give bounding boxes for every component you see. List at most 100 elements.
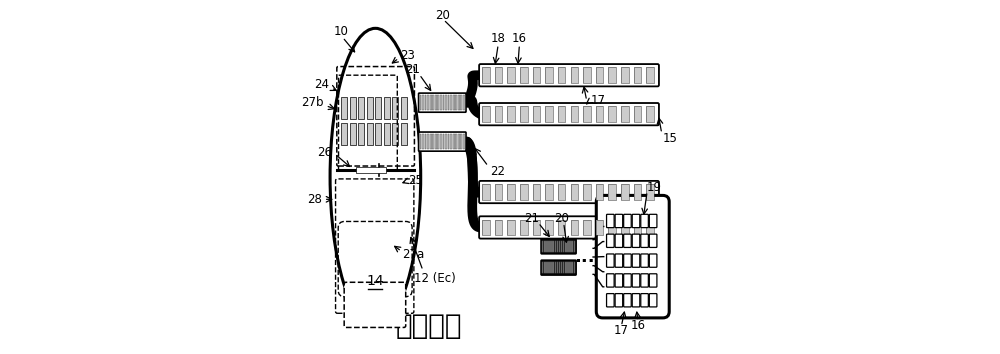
Bar [448, 95, 449, 110]
Bar [608, 106, 616, 122]
Bar [455, 134, 457, 149]
FancyBboxPatch shape [615, 214, 623, 228]
Bar [437, 134, 439, 149]
Bar [571, 241, 573, 252]
Bar [583, 219, 591, 235]
Bar [634, 184, 641, 200]
Text: 12 (Ec): 12 (Ec) [414, 272, 456, 285]
FancyBboxPatch shape [344, 282, 406, 327]
Text: 19: 19 [646, 181, 661, 194]
Bar [533, 106, 540, 122]
Bar [482, 219, 490, 235]
FancyBboxPatch shape [607, 234, 614, 247]
FancyBboxPatch shape [479, 64, 659, 86]
Bar [542, 262, 543, 273]
FancyBboxPatch shape [615, 293, 623, 307]
Bar [427, 95, 429, 110]
Bar [621, 219, 629, 235]
Bar [567, 262, 569, 273]
Bar [507, 219, 515, 235]
Bar [443, 95, 444, 110]
Bar [533, 67, 540, 83]
Bar [458, 134, 460, 149]
Bar [458, 134, 460, 149]
Bar [440, 134, 442, 149]
Bar [548, 262, 550, 273]
Bar [545, 184, 553, 200]
Bar [583, 67, 591, 83]
FancyBboxPatch shape [641, 234, 648, 247]
Bar [533, 106, 540, 122]
Bar [425, 95, 426, 110]
FancyBboxPatch shape [419, 93, 466, 112]
Bar [350, 97, 356, 119]
Text: 10: 10 [334, 25, 348, 38]
Bar [443, 95, 444, 110]
Bar [583, 106, 591, 122]
Bar [427, 134, 429, 149]
Bar [646, 184, 654, 200]
Bar [440, 95, 442, 110]
Bar [583, 184, 591, 200]
Bar [569, 241, 571, 252]
Bar [574, 262, 575, 273]
Text: 21: 21 [405, 63, 420, 75]
Bar [561, 262, 562, 273]
Bar [557, 241, 558, 252]
Bar [430, 134, 432, 149]
FancyBboxPatch shape [632, 293, 640, 307]
Bar [482, 219, 490, 235]
Bar [460, 95, 462, 110]
Text: 24: 24 [314, 78, 329, 91]
FancyBboxPatch shape [641, 274, 648, 287]
Bar [634, 219, 641, 235]
Bar [621, 106, 629, 122]
Bar [455, 95, 457, 110]
Bar [463, 95, 465, 110]
FancyBboxPatch shape [632, 234, 640, 247]
Bar [463, 134, 465, 149]
Bar [596, 184, 603, 200]
Bar [608, 106, 616, 122]
Bar [453, 134, 455, 149]
Bar [544, 241, 546, 252]
Bar [435, 134, 437, 149]
Bar [520, 106, 528, 122]
Bar [358, 123, 364, 145]
Bar [507, 106, 515, 122]
Bar [596, 219, 603, 235]
Bar [634, 67, 641, 83]
Bar [533, 219, 540, 235]
Bar [422, 134, 424, 149]
Bar [559, 262, 560, 273]
FancyBboxPatch shape [649, 254, 657, 267]
Bar [571, 262, 573, 273]
Bar [565, 241, 567, 252]
Bar [453, 134, 455, 149]
Bar [375, 97, 381, 119]
Bar [520, 67, 528, 83]
Bar [495, 67, 502, 83]
Bar [545, 106, 553, 122]
Bar [533, 184, 540, 200]
Bar [437, 95, 439, 110]
Bar [495, 184, 502, 200]
Bar [634, 184, 641, 200]
Bar [646, 219, 654, 235]
Bar [574, 241, 575, 252]
FancyBboxPatch shape [479, 181, 659, 203]
Bar [646, 106, 654, 122]
Bar [545, 67, 553, 83]
Bar [448, 134, 449, 149]
Bar [546, 241, 548, 252]
Bar [350, 123, 356, 145]
Bar [392, 97, 398, 119]
FancyBboxPatch shape [649, 234, 657, 247]
Bar [546, 262, 548, 273]
Bar [495, 67, 502, 83]
FancyBboxPatch shape [649, 274, 657, 287]
Text: 17: 17 [613, 325, 628, 337]
Bar [583, 67, 591, 83]
FancyBboxPatch shape [615, 234, 623, 247]
Bar [458, 95, 460, 110]
